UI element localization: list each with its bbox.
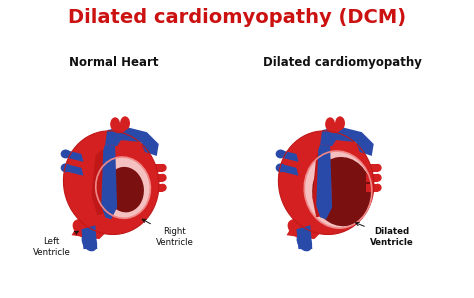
Ellipse shape [61,163,71,172]
Ellipse shape [106,167,144,212]
Ellipse shape [312,157,372,226]
Ellipse shape [120,116,130,130]
Ellipse shape [110,117,120,131]
Text: Normal Heart: Normal Heart [69,56,159,69]
Polygon shape [287,205,334,239]
Polygon shape [320,126,374,156]
Polygon shape [151,174,163,182]
Polygon shape [366,184,378,192]
Ellipse shape [159,184,167,192]
Text: Left
Ventricle: Left Ventricle [33,231,78,257]
Ellipse shape [159,164,167,172]
Polygon shape [82,225,97,249]
Ellipse shape [276,163,285,172]
Polygon shape [366,174,378,182]
Ellipse shape [297,233,312,252]
Polygon shape [105,126,159,156]
Ellipse shape [374,184,382,192]
Ellipse shape [335,116,345,130]
Ellipse shape [73,219,98,240]
Text: Dilated cardiomyopathy (DCM): Dilated cardiomyopathy (DCM) [68,8,406,27]
Polygon shape [91,150,114,215]
Ellipse shape [276,150,285,159]
Polygon shape [281,150,299,162]
Ellipse shape [288,219,313,240]
Ellipse shape [159,174,167,182]
Ellipse shape [82,233,97,252]
Polygon shape [151,184,163,192]
Polygon shape [312,150,332,217]
Text: Dilated
Ventricle: Dilated Ventricle [356,222,413,247]
Ellipse shape [64,131,159,235]
Ellipse shape [374,174,382,182]
Polygon shape [366,164,378,172]
Polygon shape [151,164,163,172]
Polygon shape [65,150,83,162]
Ellipse shape [112,123,126,133]
Ellipse shape [327,123,341,133]
Ellipse shape [61,150,71,159]
Polygon shape [72,205,119,239]
Text: Dilated cardiomyopathy: Dilated cardiomyopathy [263,56,421,69]
Polygon shape [316,144,332,219]
Ellipse shape [304,151,372,228]
Polygon shape [296,225,312,249]
Polygon shape [281,164,299,176]
Polygon shape [65,164,83,176]
Polygon shape [101,144,117,219]
Ellipse shape [278,131,374,235]
Text: Right
Ventricle: Right Ventricle [142,219,193,247]
Ellipse shape [374,164,382,172]
Ellipse shape [96,157,150,218]
Ellipse shape [325,117,335,131]
